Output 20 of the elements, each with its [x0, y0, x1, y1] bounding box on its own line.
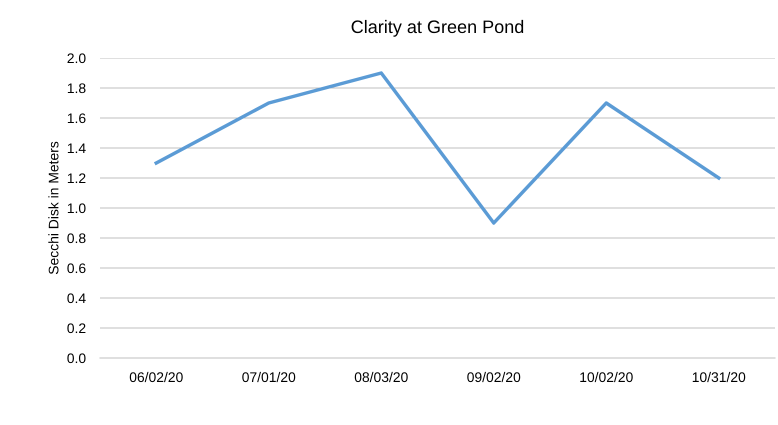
x-tick-label: 10/31/20 — [692, 372, 746, 382]
y-tick-label: 0.0 — [67, 353, 86, 364]
y-tick-label: 2.0 — [68, 53, 86, 64]
chart-title: Clarity at Green Pond — [352, 20, 524, 37]
y-tick-label: 1.2 — [68, 173, 86, 184]
line-series — [154, 71, 720, 225]
y-tick-label: 0.2 — [67, 323, 86, 334]
x-tick-label: 06/02/20 — [130, 372, 183, 382]
y-tick-label: 1.0 — [68, 203, 86, 214]
x-tick-label: 08/03/20 — [354, 372, 408, 382]
y-axis-title: Secchi Disk in Meters — [48, 142, 59, 274]
y-tick-label: 0.4 — [67, 293, 86, 304]
y-tick-label: 1.8 — [68, 83, 86, 94]
y-tick-label: 1.4 — [68, 143, 86, 154]
y-tick-label: 0.6 — [67, 263, 86, 274]
y-tick-label: 0.8 — [67, 233, 86, 244]
y-tick-label: 1.6 — [68, 113, 86, 124]
x-tick-label: 07/01/20 — [242, 372, 296, 382]
x-tick-label: 10/02/20 — [580, 372, 633, 382]
x-tick-label: 09/02/20 — [467, 372, 520, 382]
